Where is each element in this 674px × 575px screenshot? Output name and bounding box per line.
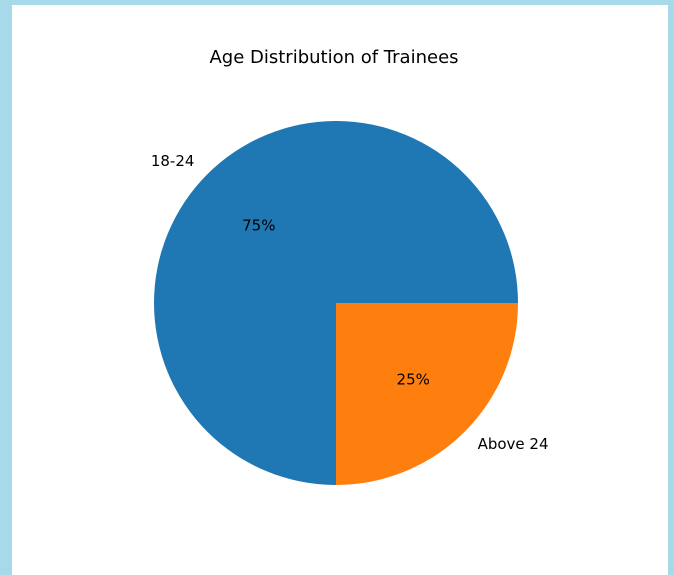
pie-slice <box>336 303 518 485</box>
value-label: 75% <box>242 216 275 234</box>
value-label: 25% <box>397 371 430 389</box>
slice-label: 18-24 <box>151 152 195 170</box>
chart-title: Age Distribution of Trainees <box>209 47 458 68</box>
slice-label: Above 24 <box>478 435 549 453</box>
